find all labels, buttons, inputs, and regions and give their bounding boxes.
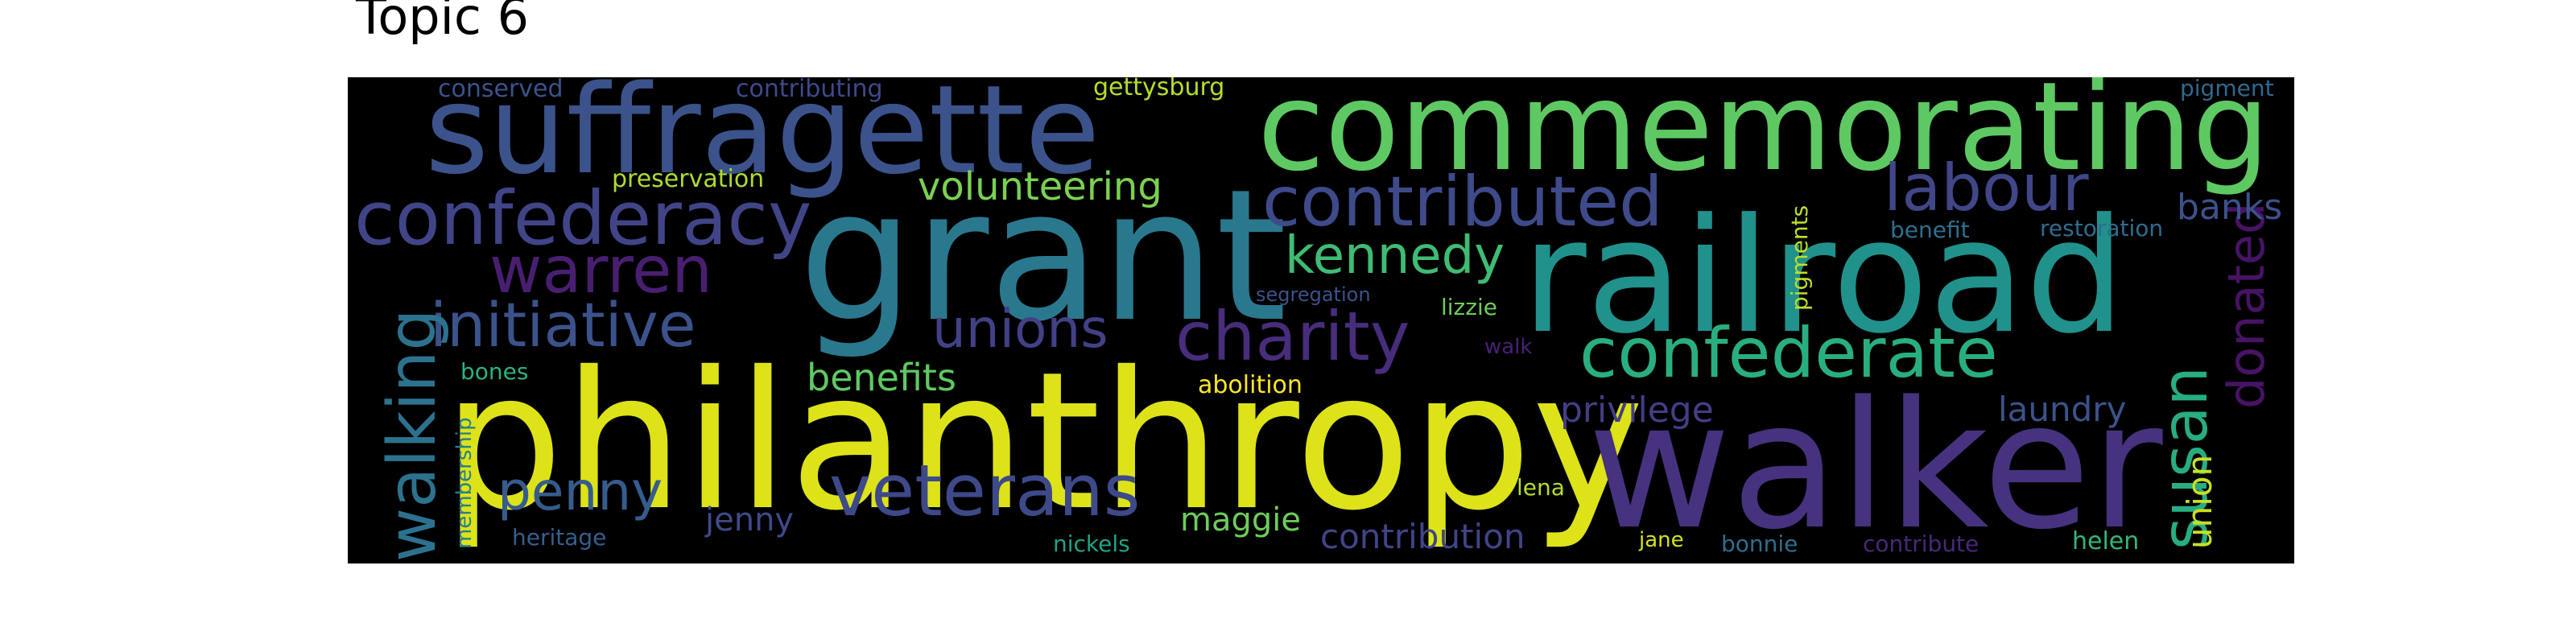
word-gettysburg: gettysburg xyxy=(1093,77,1225,101)
word-charity: charity xyxy=(1175,297,1410,376)
word-contributed: contributed xyxy=(1262,162,1663,242)
word-nickels: nickels xyxy=(1053,530,1130,557)
word-walker: walker xyxy=(1587,365,2163,564)
word-abolition: abolition xyxy=(1198,371,1302,399)
word-kennedy: kennedy xyxy=(1285,226,1505,286)
word-donated: donated xyxy=(2217,202,2276,409)
word-philanthropy: philanthropy xyxy=(443,331,1645,552)
word-walk: walk xyxy=(1484,335,1533,359)
word-volunteering: volunteering xyxy=(918,164,1162,209)
word-segregation: segregation xyxy=(1256,283,1371,306)
word-conserved: conserved xyxy=(438,77,564,103)
word-contribute: contribute xyxy=(1863,530,1979,557)
word-union: union xyxy=(2180,454,2219,549)
word-restoration: restoration xyxy=(2040,215,2164,242)
word-heritage: heritage xyxy=(512,524,607,551)
word-helen: helen xyxy=(2072,527,2140,555)
word-lizzie: lizzie xyxy=(1441,294,1497,320)
word-maggie: maggie xyxy=(1180,502,1301,539)
word-walking: walking xyxy=(374,308,451,562)
word-labour: labour xyxy=(1884,151,2089,225)
figure-title: Topic 6 xyxy=(356,0,530,46)
word-benefits: benefits xyxy=(807,356,956,399)
word-preservation: preservation xyxy=(612,165,765,193)
word-warren: warren xyxy=(489,233,712,308)
word-pigment: pigment xyxy=(2180,77,2274,101)
word-confederate: confederate xyxy=(1579,313,1998,394)
word-pigments: pigments xyxy=(1786,204,1813,311)
word-benefit: benefit xyxy=(1890,217,1970,243)
word-cloud: philanthropy walker grant railroad commemora… xyxy=(348,77,2294,564)
word-contribution: contribution xyxy=(1320,517,1525,556)
word-lena: lena xyxy=(1517,474,1565,501)
word-penny: penny xyxy=(497,460,663,522)
word-bonnie: bonnie xyxy=(1721,530,1798,557)
word-banks: banks xyxy=(2177,187,2283,228)
word-suffragette: suffragette xyxy=(425,77,1100,201)
word-veterans: veterans xyxy=(829,449,1141,532)
word-commemorating: commemorating xyxy=(1257,77,2270,198)
word-laundry: laundry xyxy=(1998,390,2127,429)
word-jenny: jenny xyxy=(705,502,795,539)
word-grant: grant xyxy=(799,151,1287,362)
word-membership: membership xyxy=(452,417,477,549)
word-contributing: contributing xyxy=(736,77,883,103)
word-confederacy: confederacy xyxy=(354,175,812,262)
word-unions: unions xyxy=(932,298,1108,360)
word-jane: jane xyxy=(1639,528,1684,552)
word-initiative: initiative xyxy=(430,289,696,361)
word-railroad: railroad xyxy=(1521,185,2126,369)
word-bones: bones xyxy=(460,358,529,385)
word-privilege: privilege xyxy=(1560,390,1714,431)
